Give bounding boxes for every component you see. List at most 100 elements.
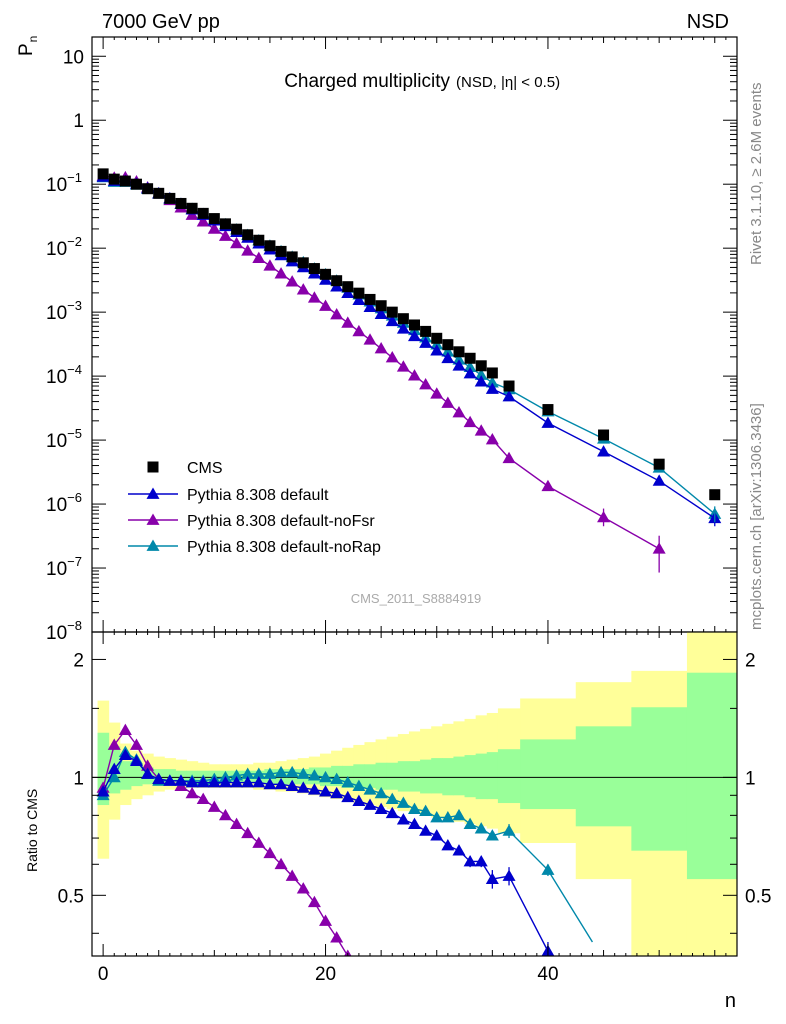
y-tick-label-top: 10−6 — [46, 490, 82, 516]
ratio-point-default — [385, 806, 399, 819]
green-band-bin — [420, 759, 432, 794]
ratio-point-noRap — [452, 808, 466, 821]
ratio-point-default — [307, 783, 321, 795]
data-point-noRap — [441, 345, 455, 357]
ratio-point-default — [230, 776, 244, 788]
ratio-point-default — [485, 872, 499, 884]
green-band-bin — [408, 761, 421, 792]
ratio-point-noRap — [107, 770, 121, 783]
data-point-noFsr — [196, 215, 210, 227]
data-point-cms — [297, 257, 309, 269]
data-point-cms — [475, 360, 487, 372]
data-point-cms — [542, 404, 554, 416]
ratio-point-noFsr — [330, 931, 344, 943]
ratio-point-default — [363, 798, 377, 810]
data-point-cms — [208, 213, 220, 225]
data-point-noRap — [485, 376, 499, 388]
data-point-default — [374, 307, 388, 320]
ratio-point-default — [141, 767, 155, 779]
green-band-bin — [686, 672, 737, 880]
ratio-point-default — [96, 785, 110, 797]
ratio-point-default — [185, 776, 199, 788]
ratio-point-noFsr — [118, 723, 132, 736]
data-point-noFsr — [485, 433, 499, 445]
ratio-point-default — [452, 844, 466, 856]
ratio-point-default — [474, 854, 488, 867]
data-point-default — [430, 344, 444, 356]
data-point-noFsr — [408, 369, 421, 381]
data-point-noFsr — [296, 283, 310, 295]
legend-marker-default — [146, 487, 160, 499]
data-point-cms — [142, 183, 154, 195]
ratio-point-noFsr — [196, 792, 210, 805]
data-point-noFsr — [374, 342, 388, 354]
ratio-point-default — [319, 785, 333, 797]
data-point-cms — [231, 223, 243, 235]
header-left-label: 7000 GeV pp — [102, 11, 220, 33]
data-point-noRap — [452, 353, 466, 365]
ratio-point-noFsr — [141, 759, 155, 771]
data-point-cms — [197, 207, 209, 219]
ratio-point-default — [163, 774, 177, 786]
main-title-suffix: (NSD, |η| < 0.5) — [456, 74, 560, 91]
data-point-cms — [464, 352, 476, 364]
ratio-point-noRap — [307, 769, 321, 781]
data-point-default — [396, 322, 410, 334]
data-point-default — [452, 359, 466, 371]
green-band-bin — [464, 755, 477, 798]
data-point-cms — [486, 367, 498, 379]
ratio-point-noRap — [230, 769, 244, 781]
data-point-cms — [442, 339, 454, 351]
ratio-point-noRap — [430, 810, 444, 823]
data-point-cms — [431, 332, 443, 344]
data-point-noFsr — [230, 236, 244, 249]
ratio-point-noFsr — [241, 826, 255, 839]
ratio-point-noFsr — [252, 836, 266, 848]
data-point-noRap — [430, 338, 444, 350]
data-point-cms — [286, 251, 298, 263]
ratio-point-noRap — [441, 810, 455, 823]
ratio-point-default — [374, 802, 388, 814]
data-point-cms — [108, 173, 120, 185]
ratio-point-default — [274, 777, 288, 790]
ratio-point-noRap — [385, 792, 399, 805]
data-point-default — [408, 329, 421, 342]
green-band-bin — [575, 726, 632, 827]
ratio-point-noRap — [319, 770, 333, 783]
ratio-point-noRap — [274, 765, 288, 778]
data-point-noFsr — [396, 360, 410, 372]
ratio-point-default — [352, 794, 366, 806]
ratio-point-noFsr — [344, 949, 352, 956]
green-band-bin — [353, 764, 365, 788]
y-tick-label-bottom-right: 2 — [745, 650, 756, 671]
data-point-noFsr — [441, 396, 455, 408]
x-tick-label: 40 — [537, 964, 558, 985]
y-axis-label-subscript: n — [26, 36, 40, 43]
data-point-default — [652, 474, 666, 486]
ratio-point-noFsr — [274, 857, 288, 870]
green-band-bin — [364, 764, 377, 788]
ratio-point-noRap — [408, 802, 421, 814]
ratio-point-noFsr — [207, 800, 221, 812]
y-tick-label-top: 10 — [63, 47, 84, 68]
legend: CMS Pythia 8.308 default Pythia 8.308 defa… — [128, 460, 381, 556]
data-point-cms — [331, 275, 343, 287]
y-tick-label-top: 10−1 — [46, 170, 82, 196]
green-band-bin — [130, 764, 143, 787]
data-point-noRap — [463, 360, 477, 373]
data-point-cms — [253, 234, 265, 246]
ratio-point-noFsr — [230, 817, 244, 829]
ratio-point-noRap — [341, 776, 355, 788]
data-point-noFsr — [207, 222, 221, 234]
data-point-cms — [264, 240, 276, 252]
ratio-point-noFsr — [218, 808, 232, 821]
data-point-default — [363, 300, 377, 312]
ratio-point-noRap — [285, 765, 299, 778]
data-point-cms — [119, 175, 131, 187]
ratio-point-noFsr — [185, 786, 199, 799]
data-point-default — [597, 445, 611, 457]
y-tick-label-bottom: 0.5 — [58, 886, 84, 907]
data-point-noFsr — [341, 316, 355, 328]
data-point-noFsr — [463, 415, 477, 428]
